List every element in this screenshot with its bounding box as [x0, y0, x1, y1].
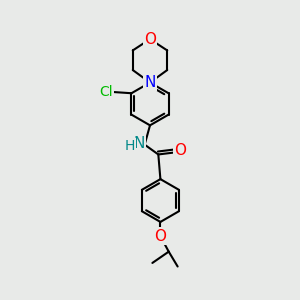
Text: O: O [144, 32, 156, 46]
Text: Cl: Cl [99, 85, 112, 99]
Text: O: O [154, 229, 166, 244]
Text: N: N [134, 136, 145, 151]
Text: N: N [144, 75, 156, 90]
Text: O: O [175, 143, 187, 158]
Text: H: H [124, 139, 135, 153]
